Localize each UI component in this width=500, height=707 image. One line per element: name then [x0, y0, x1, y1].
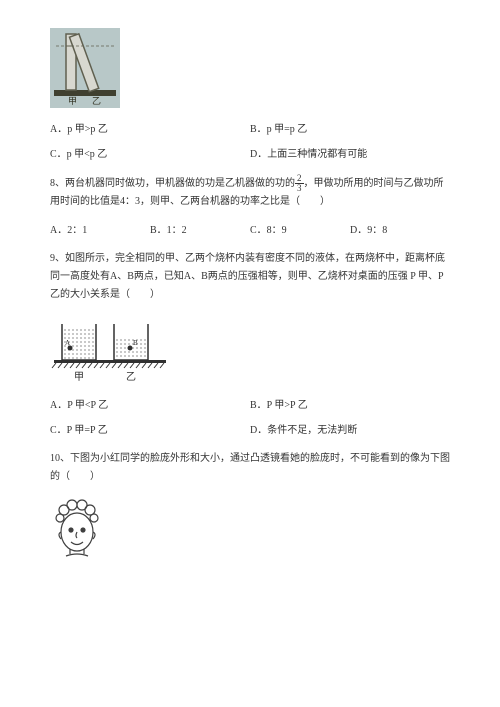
q8-number: 8、 — [50, 178, 65, 189]
q10-number: 10、 — [50, 453, 70, 464]
q7-option-a: A．p 甲>p 乙 — [50, 120, 250, 135]
q7-options-row1: A．p 甲>p 乙 B．p 甲=p 乙 — [50, 120, 450, 135]
beakers-diagram: A B 甲 乙 — [50, 314, 170, 384]
q8-option-d-text: D．9：8 — [350, 225, 387, 236]
q7-option-b-text: B．p 甲=p 乙 — [250, 124, 307, 135]
q10-text-content: 下图为小红同学的脸庞外形和大小，通过凸透镜看她的脸庞时，不可能看到的像为下图的（… — [50, 453, 450, 482]
q7-option-a-text: A．p 甲>p 乙 — [50, 124, 108, 135]
q8-fraction: 23 — [295, 174, 304, 193]
q7-option-b: B．p 甲=p 乙 — [250, 120, 450, 135]
svg-text:B: B — [133, 339, 138, 347]
q7-label-right: 乙 — [92, 96, 101, 106]
q8-option-c-text: C．8：9 — [250, 225, 287, 236]
q8-frac-den: 3 — [295, 184, 304, 193]
q8-option-a: A．2：1 — [50, 221, 150, 236]
q7-option-c-text: C．p 甲<p 乙 — [50, 149, 107, 160]
q7-options-row2: C．p 甲<p 乙 D．上面三种情况都有可能 — [50, 145, 450, 160]
tubes-diagram: 甲 乙 — [50, 28, 120, 108]
q9-option-d-text: D．条件不足，无法判断 — [250, 425, 357, 436]
q9-option-d: D．条件不足，无法判断 — [250, 421, 450, 436]
svg-text:A: A — [65, 339, 70, 347]
q9-options-row1: A．P 甲<P 乙 B．P 甲>P 乙 — [50, 396, 450, 411]
q8-option-c: C．8：9 — [250, 221, 350, 236]
q9-option-c: C．P 甲=P 乙 — [50, 421, 250, 436]
q7-figure: 甲 乙 — [50, 28, 450, 108]
q7-label-left: 甲 — [68, 96, 77, 106]
q10-figure — [50, 496, 450, 561]
q9-label-right: 乙 — [126, 371, 136, 383]
q9-option-a: A．P 甲<P 乙 — [50, 396, 250, 411]
q9-options-row2: C．P 甲=P 乙 D．条件不足，无法判断 — [50, 421, 450, 436]
q9-figure: A B 甲 乙 — [50, 314, 450, 384]
q7-option-d: D．上面三种情况都有可能 — [250, 145, 450, 160]
q8-option-d: D．9：8 — [350, 221, 450, 236]
q10-text: 10、下图为小红同学的脸庞外形和大小，通过凸透镜看她的脸庞时，不可能看到的像为下… — [50, 450, 450, 486]
q9-option-c-text: C．P 甲=P 乙 — [50, 425, 108, 436]
q8-option-b: B．1：2 — [150, 221, 250, 236]
q8-option-b-text: B．1：2 — [150, 225, 187, 236]
q9-number: 9、 — [50, 253, 65, 264]
q9-label-left: 甲 — [74, 372, 84, 383]
q8-text: 8、两台机器同时做功，甲机器做的功是乙机器做的功的23，甲做功所用的时间与乙做功… — [50, 174, 450, 211]
q9-text-content: 如图所示，完全相同的甲、乙两个烧杯内装有密度不同的液体，在两烧杯中，距离杯底同一… — [50, 253, 445, 300]
q9-option-a-text: A．P 甲<P 乙 — [50, 400, 108, 411]
q8-option-a-text: A．2：1 — [50, 225, 87, 236]
q8-text-before: 两台机器同时做功，甲机器做的功是乙机器做的功的 — [65, 178, 295, 189]
q9-text: 9、如图所示，完全相同的甲、乙两个烧杯内装有密度不同的液体，在两烧杯中，距离杯底… — [50, 250, 450, 304]
q7-option-d-text: D．上面三种情况都有可能 — [250, 149, 367, 160]
q9-option-b-text: B．P 甲>P 乙 — [250, 400, 308, 411]
q7-option-c: C．p 甲<p 乙 — [50, 145, 250, 160]
q9-option-b: B．P 甲>P 乙 — [250, 396, 450, 411]
q8-options: A．2：1 B．1：2 C．8：9 D．9：8 — [50, 221, 450, 236]
face-diagram — [50, 496, 105, 561]
